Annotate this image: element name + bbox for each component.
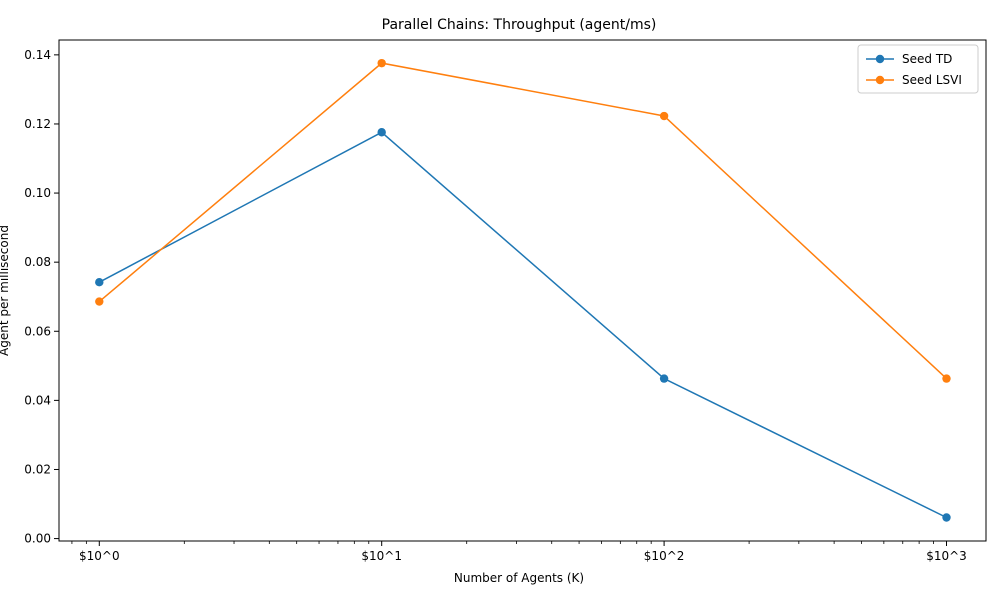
y-tick-label: 0.12 <box>24 117 51 131</box>
y-tick-label: 0.06 <box>24 324 51 338</box>
x-tick-label: $10^2 <box>644 549 685 563</box>
plot-frame <box>58 39 987 542</box>
series-layer <box>95 58 951 522</box>
y-tick-label: 0.00 <box>24 532 51 546</box>
chart-title: Parallel Chains: Throughput (agent/ms) <box>382 17 657 33</box>
legend: Seed TD Seed LSVI <box>857 44 979 94</box>
data-point <box>377 128 386 137</box>
x-axis-label: Number of Agents (K) <box>454 571 584 585</box>
x-tick-label: $10^1 <box>361 549 402 563</box>
legend-label: Seed TD <box>902 52 952 66</box>
data-point <box>377 58 386 68</box>
legend-box <box>857 44 979 94</box>
data-point <box>659 111 669 121</box>
legend-marker <box>875 75 885 85</box>
legend-label: Seed LSVI <box>902 73 962 87</box>
x-tick-label: $10^0 <box>79 549 120 563</box>
y-axis-label: Agent per millisecond <box>0 225 11 356</box>
y-tick-label: 0.08 <box>24 255 51 269</box>
y-axis: 0.00 0.02 0.04 0.06 0.08 0.10 0.12 0.14 <box>24 48 59 546</box>
y-tick-label: 0.10 <box>24 186 51 200</box>
data-point <box>95 278 104 287</box>
y-tick-label: 0.02 <box>24 462 51 476</box>
series-line <box>98 62 948 380</box>
y-tick-label: 0.04 <box>24 393 51 407</box>
data-point <box>942 513 951 522</box>
data-point <box>95 297 104 306</box>
y-tick-label: 0.14 <box>24 48 51 62</box>
legend-marker <box>875 54 885 64</box>
series-line <box>98 131 947 519</box>
data-point <box>659 374 669 383</box>
x-tick-label: $10^3 <box>926 549 967 563</box>
data-point <box>942 374 951 383</box>
x-axis: $10^0 $10^1 $10^2 $10^3 <box>71 541 967 563</box>
